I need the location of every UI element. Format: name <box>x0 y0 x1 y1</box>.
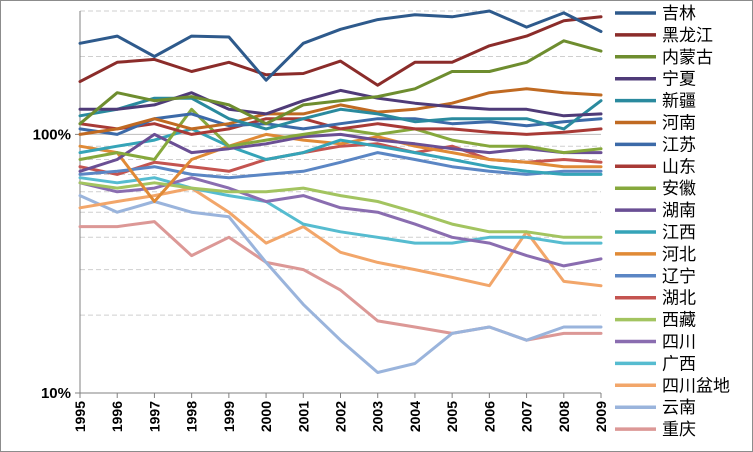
x-tick-label: 1995 <box>72 401 88 432</box>
series-line-江西 <box>78 127 603 176</box>
series-line-黑龙江 <box>78 15 603 87</box>
x-tick-label: 2003 <box>370 401 386 432</box>
series-line-山东 <box>78 117 603 136</box>
legend-label: 江苏 <box>662 135 696 155</box>
legend-label: 四川盆地 <box>662 376 730 396</box>
legend-label: 河南 <box>662 114 696 134</box>
x-tick-label: 2007 <box>519 401 535 432</box>
x-tick-label: 1999 <box>221 401 237 432</box>
x-tick-label: 1997 <box>146 401 162 432</box>
legend-label: 湖南 <box>662 201 696 221</box>
y-tick-label: 10% <box>41 385 71 402</box>
series-line-四川盆地 <box>78 186 603 288</box>
legend-label: 内蒙古 <box>662 48 713 68</box>
legend-label: 新疆 <box>662 92 696 112</box>
x-tick-label: 2000 <box>258 401 274 432</box>
legend-label: 江西 <box>662 223 696 243</box>
legend-label: 西藏 <box>662 311 696 331</box>
legend-label: 安徽 <box>662 179 696 199</box>
legend-label: 广西 <box>662 354 696 374</box>
legend-label: 四川 <box>662 333 696 353</box>
x-tick-label: 2006 <box>481 401 497 432</box>
legend-label: 辽宁 <box>662 267 696 287</box>
x-tick-label: 1996 <box>109 401 125 432</box>
legend-label: 黑龙江 <box>662 26 713 46</box>
series-line-河南 <box>78 87 603 136</box>
series-line-广西 <box>78 176 603 245</box>
x-tick-label: 1998 <box>184 401 200 432</box>
legend-label: 湖北 <box>662 289 696 309</box>
series-line-江苏 <box>78 112 603 136</box>
x-tick-label: 2002 <box>333 401 349 432</box>
legend: 吉林黑龙江内蒙古宁夏新疆河南江苏山东安徽湖南江西河北辽宁湖北西藏四川广西四川盆地… <box>615 4 730 440</box>
x-tick-label: 2005 <box>444 401 460 432</box>
x-axis-ticks: 1995 1996 1997 1998 1999 2000 2001 2002 2003 2004… <box>72 401 609 432</box>
series-line-吉林 <box>78 9 603 82</box>
axes <box>75 11 602 398</box>
series-lines <box>78 9 603 374</box>
x-tick-label: 2009 <box>593 401 609 432</box>
y-tick-label: 100% <box>33 126 71 143</box>
y-axis-ticks: 10% 100% <box>33 126 71 402</box>
legend-label: 重庆 <box>662 420 696 440</box>
legend-label: 山东 <box>662 157 696 177</box>
series-line-云南 <box>78 194 603 374</box>
series-line-西藏 <box>78 181 603 239</box>
series-line-辽宁 <box>78 151 603 180</box>
x-tick-label: 2004 <box>407 401 423 432</box>
series-line-宁夏 <box>78 88 603 118</box>
legend-label: 河北 <box>662 245 696 265</box>
series-line-内蒙古 <box>78 39 603 126</box>
legend-label: 吉林 <box>662 4 696 24</box>
x-tick-label: 2008 <box>556 401 572 432</box>
legend-label: 云南 <box>662 398 696 418</box>
series-line-河北 <box>78 132 603 203</box>
x-tick-label: 2001 <box>295 401 311 432</box>
legend-label: 宁夏 <box>662 70 696 90</box>
